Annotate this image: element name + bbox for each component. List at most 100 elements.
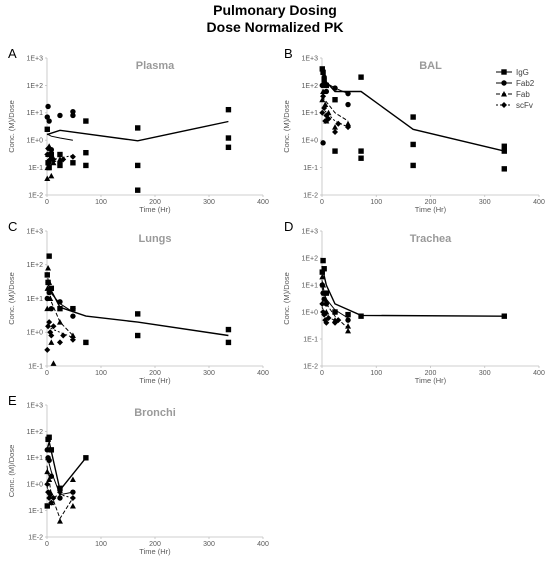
data-point — [44, 285, 51, 291]
data-point — [135, 332, 141, 339]
y-tick-label: 1E-1 — [303, 165, 318, 172]
panel-label: D — [284, 219, 293, 234]
data-point — [48, 285, 55, 292]
x-tick-label: 200 — [149, 199, 161, 206]
data-point — [358, 148, 364, 154]
data-point — [319, 269, 325, 275]
data-point — [321, 266, 327, 272]
panel-title: Trachea — [410, 233, 452, 245]
series-line — [46, 133, 73, 141]
y-axis-label: Conc. (M)/Dose — [282, 272, 291, 325]
legend-marker — [501, 80, 507, 86]
data-point — [345, 120, 352, 127]
data-point — [501, 143, 507, 149]
data-point — [70, 313, 76, 319]
y-tick-label: 1E+2 — [26, 83, 43, 90]
y-tick-label: 1E+1 — [26, 455, 43, 462]
data-point — [225, 326, 232, 333]
series-fab — [44, 265, 76, 366]
data-point — [69, 502, 76, 509]
series-igg — [44, 106, 232, 193]
data-point — [332, 309, 338, 315]
data-point — [325, 115, 332, 122]
legend: IgG Fab2 Fab scFv — [496, 68, 535, 110]
panel-trachea: D Trachea 1E-2 1E-1 1E+0 1E+1 1E+2 1E+3 0 100 200 3… — [282, 219, 545, 385]
series-fab2 — [44, 447, 76, 501]
data-point — [358, 313, 364, 319]
data-point — [50, 156, 57, 163]
data-point — [56, 518, 63, 524]
series-line — [46, 455, 73, 496]
y-axis-label: Conc. (M)/Dose — [7, 100, 16, 153]
y-tick-label: 1E-2 — [303, 192, 318, 199]
y-tick-label: 1E-1 — [28, 165, 43, 172]
data-point — [70, 108, 76, 115]
data-point — [69, 336, 76, 343]
panel-title: Bronchi — [134, 407, 176, 419]
data-point — [332, 128, 339, 135]
x-tick-label: 0 — [45, 370, 49, 377]
series-line — [321, 265, 505, 317]
data-point — [225, 135, 232, 141]
data-point — [323, 290, 330, 296]
y-tick-label: 1E+3 — [301, 55, 318, 62]
data-point — [410, 114, 416, 120]
data-point — [335, 120, 342, 127]
data-point — [45, 145, 52, 152]
data-point — [44, 468, 51, 475]
x-tick-label: 0 — [45, 541, 49, 548]
x-tick-label: 400 — [533, 370, 545, 377]
data-point — [44, 114, 50, 120]
panel-label: A — [8, 46, 17, 61]
y-tick-label: 1E+1 — [26, 296, 43, 303]
series-line — [46, 120, 229, 142]
x-tick-label: 0 — [320, 370, 324, 377]
data-point — [320, 282, 327, 288]
figure-title-line2: Dose Normalized PK — [206, 19, 344, 35]
data-point — [321, 82, 328, 88]
y-tick-label: 1E+0 — [26, 330, 43, 337]
x-tick-label: 200 — [149, 541, 161, 548]
data-point — [83, 339, 89, 346]
y-tick-label: 1E+3 — [26, 55, 43, 62]
data-point — [83, 162, 89, 169]
data-point — [501, 148, 507, 154]
series-scfv — [319, 300, 342, 326]
data-point — [70, 305, 76, 312]
y-axis-label: Conc. (M)/Dose — [282, 100, 291, 153]
series-line — [321, 95, 349, 122]
data-point — [46, 118, 52, 124]
x-tick-label: 100 — [95, 541, 107, 548]
data-point — [44, 175, 51, 182]
data-point — [345, 101, 351, 108]
data-point — [45, 323, 52, 330]
data-point — [45, 103, 51, 110]
data-point — [48, 499, 55, 506]
data-point — [321, 311, 328, 318]
y-tick-label: 1E+0 — [26, 138, 43, 145]
x-tick-label: 400 — [257, 541, 269, 548]
x-tick-label: 200 — [425, 199, 437, 206]
series-line — [46, 154, 74, 162]
data-point — [345, 90, 351, 97]
data-point — [325, 314, 332, 321]
data-point — [319, 96, 326, 103]
data-point — [345, 317, 351, 323]
y-tick-label: 1E-1 — [303, 336, 318, 343]
data-point — [322, 296, 329, 302]
data-point — [345, 327, 352, 334]
series-line — [46, 325, 74, 338]
series-line — [46, 272, 74, 336]
x-tick-label: 200 — [425, 370, 437, 377]
data-point — [135, 187, 141, 193]
data-point — [44, 126, 50, 132]
data-point — [57, 151, 63, 158]
data-point — [44, 503, 50, 509]
data-point — [50, 360, 57, 366]
figure-title-line1: Pulmonary Dosing — [213, 2, 337, 18]
y-axis-label: Conc. (M)/Dose — [7, 272, 16, 325]
data-point — [320, 69, 326, 76]
x-tick-label: 300 — [203, 370, 215, 377]
panel-title: Plasma — [136, 60, 175, 72]
data-point — [47, 491, 54, 498]
